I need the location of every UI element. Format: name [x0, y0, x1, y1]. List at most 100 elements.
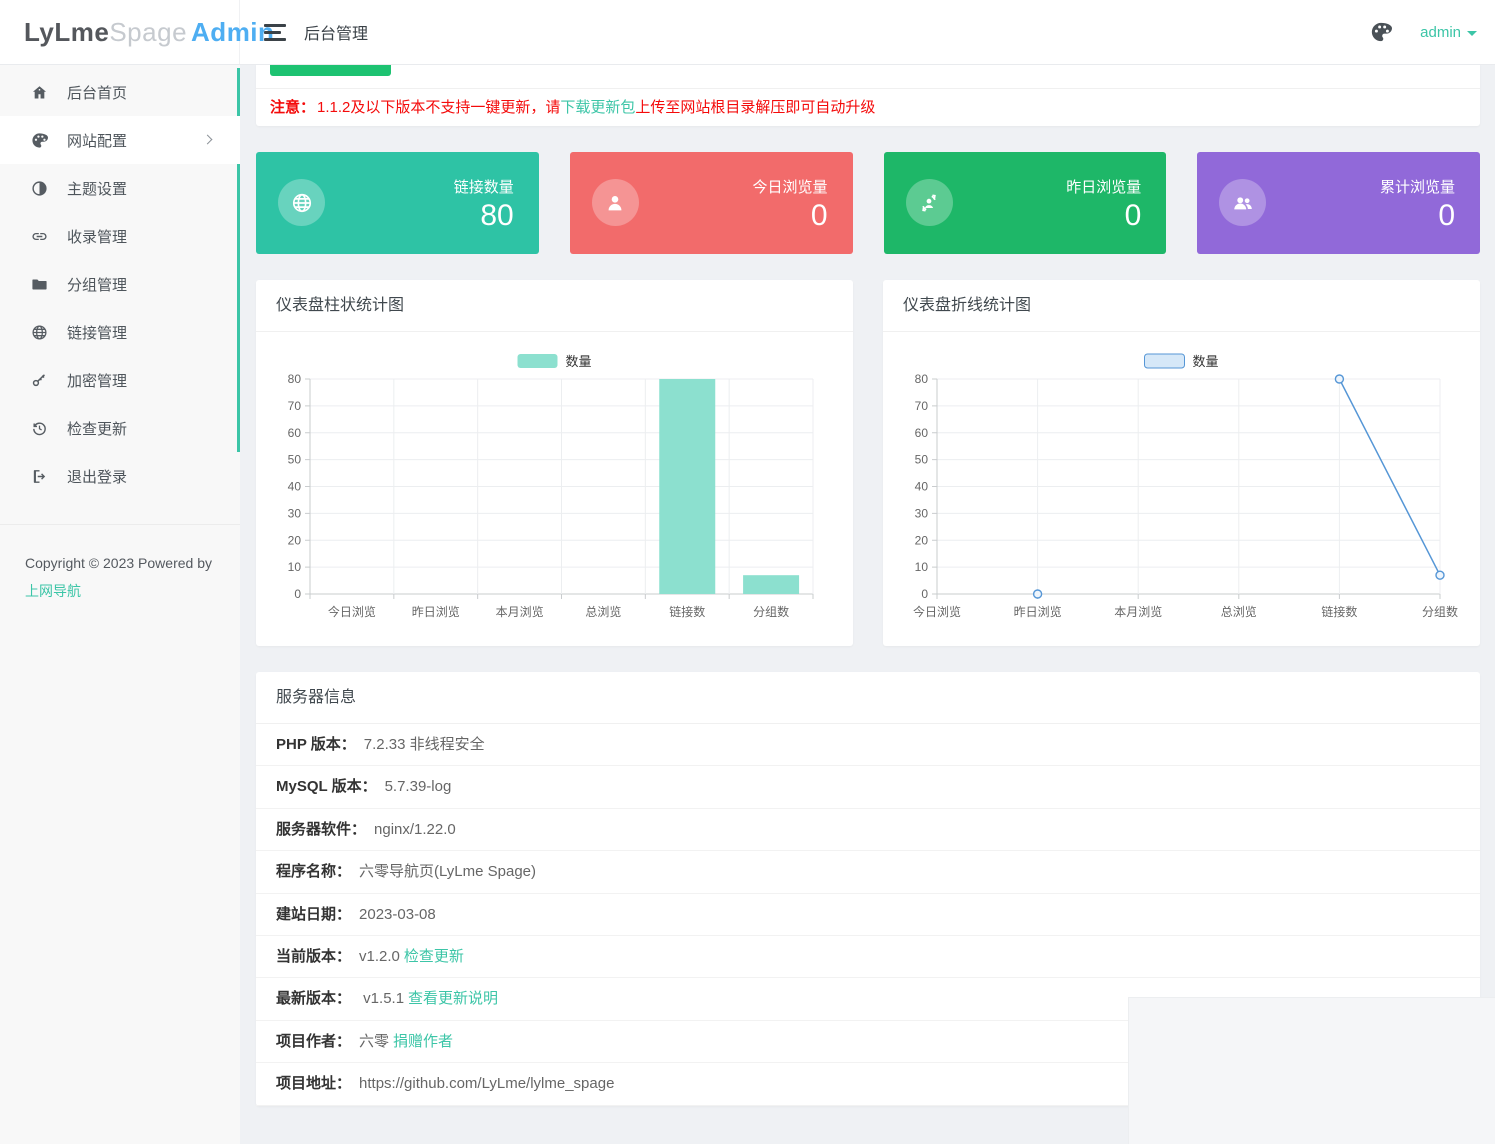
server-info-value: v1.5.1	[359, 990, 405, 1008]
sidebar-item-label: 网站配置	[67, 132, 128, 150]
sidebar-item-退出登录[interactable]: 退出登录	[0, 452, 240, 500]
svg-text:链接数: 链接数	[669, 604, 705, 619]
svg-text:数量: 数量	[1193, 354, 1219, 369]
server-info-label: 服务器软件：	[276, 820, 367, 838]
sidebar-item-label: 链接管理	[67, 324, 128, 342]
svg-text:20: 20	[288, 533, 302, 547]
stat-card-链接数量: 链接数量 80	[256, 152, 539, 254]
theme-palette-icon[interactable]	[1370, 21, 1393, 43]
download-update-link[interactable]: 下载更新包	[560, 99, 636, 116]
svg-text:总浏览: 总浏览	[1221, 604, 1257, 619]
sidebar-toggle-button[interactable]	[260, 20, 290, 45]
stat-card-label: 链接数量	[453, 179, 514, 196]
server-info-link[interactable]: 捐赠作者	[393, 1032, 454, 1050]
line-chart-card: 仪表盘折线统计图 0 10 20 30 40 50 60 70 80 今日浏览 昨日浏览 本月浏览 总浏…	[883, 280, 1480, 646]
palette-icon	[30, 131, 48, 149]
sidebar: 后台首页网站配置主题设置收录管理分组管理链接管理加密管理检查更新退出登录 Cop…	[0, 64, 240, 1144]
sidebar-item-链接管理[interactable]: 链接管理	[0, 308, 240, 356]
key-icon	[30, 371, 48, 389]
svg-text:20: 20	[915, 533, 929, 547]
contrast-icon	[30, 179, 48, 197]
sidebar-item-后台首页[interactable]: 后台首页	[0, 68, 240, 116]
copyright-text: Copyright © 2023 Powered by	[25, 555, 212, 571]
stat-card-label: 今日浏览量	[752, 179, 828, 196]
logo-part-spage: Spage	[109, 17, 188, 47]
svg-text:50: 50	[288, 453, 302, 467]
svg-text:80: 80	[915, 372, 929, 386]
copyright-link[interactable]: 上网导航	[25, 583, 81, 599]
bar-chart-card: 仪表盘柱状统计图 0 10 20 30 40 50 60 70 80 今日浏览 昨日浏览 本月浏览 总浏…	[256, 280, 853, 646]
stat-card-value: 0	[810, 199, 828, 232]
server-info-row: 程序名称： 六零导航页(LyLme Spage)	[256, 851, 1480, 894]
server-info-value: 7.2.33 非线程安全	[363, 736, 485, 753]
server-info-label: 建站日期：	[276, 905, 352, 923]
header: LyLmeSpage Admin 后台管理 admin	[0, 0, 1495, 65]
update-button[interactable]	[270, 64, 391, 76]
server-info-value: 六零导航页(LyLme Spage)	[359, 863, 537, 881]
sidebar-item-加密管理[interactable]: 加密管理	[0, 356, 240, 404]
globe-icon	[278, 179, 325, 226]
sidebar-item-收录管理[interactable]: 收录管理	[0, 212, 240, 260]
sidebar-footer: Copyright © 2023 Powered by 上网导航	[0, 525, 240, 602]
sidebar-item-网站配置[interactable]: 网站配置	[0, 116, 240, 164]
svg-text:本月浏览: 本月浏览	[1114, 604, 1162, 619]
stat-card-label: 昨日浏览量	[1066, 179, 1142, 196]
server-info-link[interactable]: 查看更新说明	[408, 990, 499, 1008]
globe-icon	[30, 323, 48, 341]
server-info-value: 六零	[359, 1032, 390, 1050]
bottom-right-overlay-panel	[1128, 997, 1495, 1144]
sidebar-item-label: 收录管理	[67, 228, 128, 246]
svg-text:分组数: 分组数	[1422, 604, 1458, 619]
update-button-row	[256, 64, 1480, 89]
sidebar-item-分组管理[interactable]: 分组管理	[0, 260, 240, 308]
server-info-row: 项目作者： 六零 捐赠作者	[256, 1021, 1480, 1064]
stat-cards-row: 链接数量 80 今日浏览量 0 昨日浏览量 0 累计浏览量 0	[256, 152, 1480, 254]
server-info-value: 2023-03-08	[359, 905, 436, 923]
svg-text:数量: 数量	[566, 354, 592, 369]
header-main: 后台管理 admin	[240, 0, 1495, 64]
server-info-row: 建站日期： 2023-03-08	[256, 894, 1480, 936]
sidebar-item-label: 主题设置	[67, 180, 128, 198]
server-info-link[interactable]: 检查更新	[403, 947, 464, 965]
server-info-row: PHP 版本： 7.2.33 非线程安全	[256, 724, 1480, 767]
svg-text:40: 40	[915, 480, 929, 494]
server-info-label: PHP 版本：	[276, 736, 356, 753]
chevron-right-icon	[202, 134, 213, 145]
svg-text:今日浏览: 今日浏览	[328, 604, 376, 619]
user-icon	[591, 179, 639, 226]
svg-text:今日浏览: 今日浏览	[913, 604, 961, 619]
svg-text:70: 70	[288, 399, 302, 413]
bar-chart-title: 仪表盘柱状统计图	[256, 280, 853, 332]
server-info-value: v1.2.0	[359, 947, 400, 965]
sidebar-menu: 后台首页网站配置主题设置收录管理分组管理链接管理加密管理检查更新退出登录	[0, 64, 240, 500]
server-info-row: MySQL 版本： 5.7.39-log	[256, 766, 1480, 809]
line-chart-canvas[interactable]: 0 10 20 30 40 50 60 70 80 今日浏览 昨日浏览 本月浏览 总浏览 链接数 分组数 数量	[883, 332, 1480, 646]
main-content: 注意： 1.1.2及以下版本不支持一键更新，请下载更新包上传至网站根目录解压即可自…	[240, 64, 1495, 1144]
svg-text:30: 30	[915, 506, 929, 520]
stat-card-今日浏览量: 今日浏览量 0	[569, 152, 853, 254]
server-info-value: nginx/1.22.0	[374, 820, 456, 838]
server-info-value: 5.7.39-log	[384, 778, 452, 796]
sidebar-item-label: 检查更新	[67, 420, 128, 438]
user-menu[interactable]: admin	[1420, 24, 1477, 41]
app-logo[interactable]: LyLmeSpage Admin	[0, 0, 274, 64]
stat-card-累计浏览量: 累计浏览量 0	[1197, 152, 1480, 254]
server-info-label: 项目作者：	[276, 1032, 352, 1050]
server-info-row: 最新版本： v1.5.1 查看更新说明	[256, 978, 1480, 1021]
logo-part-admin: Admin	[191, 17, 275, 47]
logo-part-lylme: LyLme	[24, 17, 110, 47]
svg-text:10: 10	[288, 560, 302, 574]
svg-text:60: 60	[915, 426, 929, 440]
svg-text:10: 10	[915, 560, 929, 574]
server-info-title: 服务器信息	[256, 672, 1480, 724]
stat-card-value: 0	[1438, 199, 1455, 232]
update-notice: 注意： 1.1.2及以下版本不支持一键更新，请下载更新包上传至网站根目录解压即可自…	[270, 99, 876, 116]
sidebar-item-检查更新[interactable]: 检查更新	[0, 404, 240, 452]
user-refresh-icon	[905, 179, 953, 226]
svg-text:分组数: 分组数	[753, 604, 789, 619]
bar-chart-canvas[interactable]: 0 10 20 30 40 50 60 70 80 今日浏览 昨日浏览 本月浏览 总浏览 链接数 分组数 数量	[256, 332, 853, 646]
sidebar-item-主题设置[interactable]: 主题设置	[0, 164, 240, 212]
server-info-row: 服务器软件： nginx/1.22.0	[256, 809, 1480, 852]
header-right: admin	[1370, 0, 1477, 64]
